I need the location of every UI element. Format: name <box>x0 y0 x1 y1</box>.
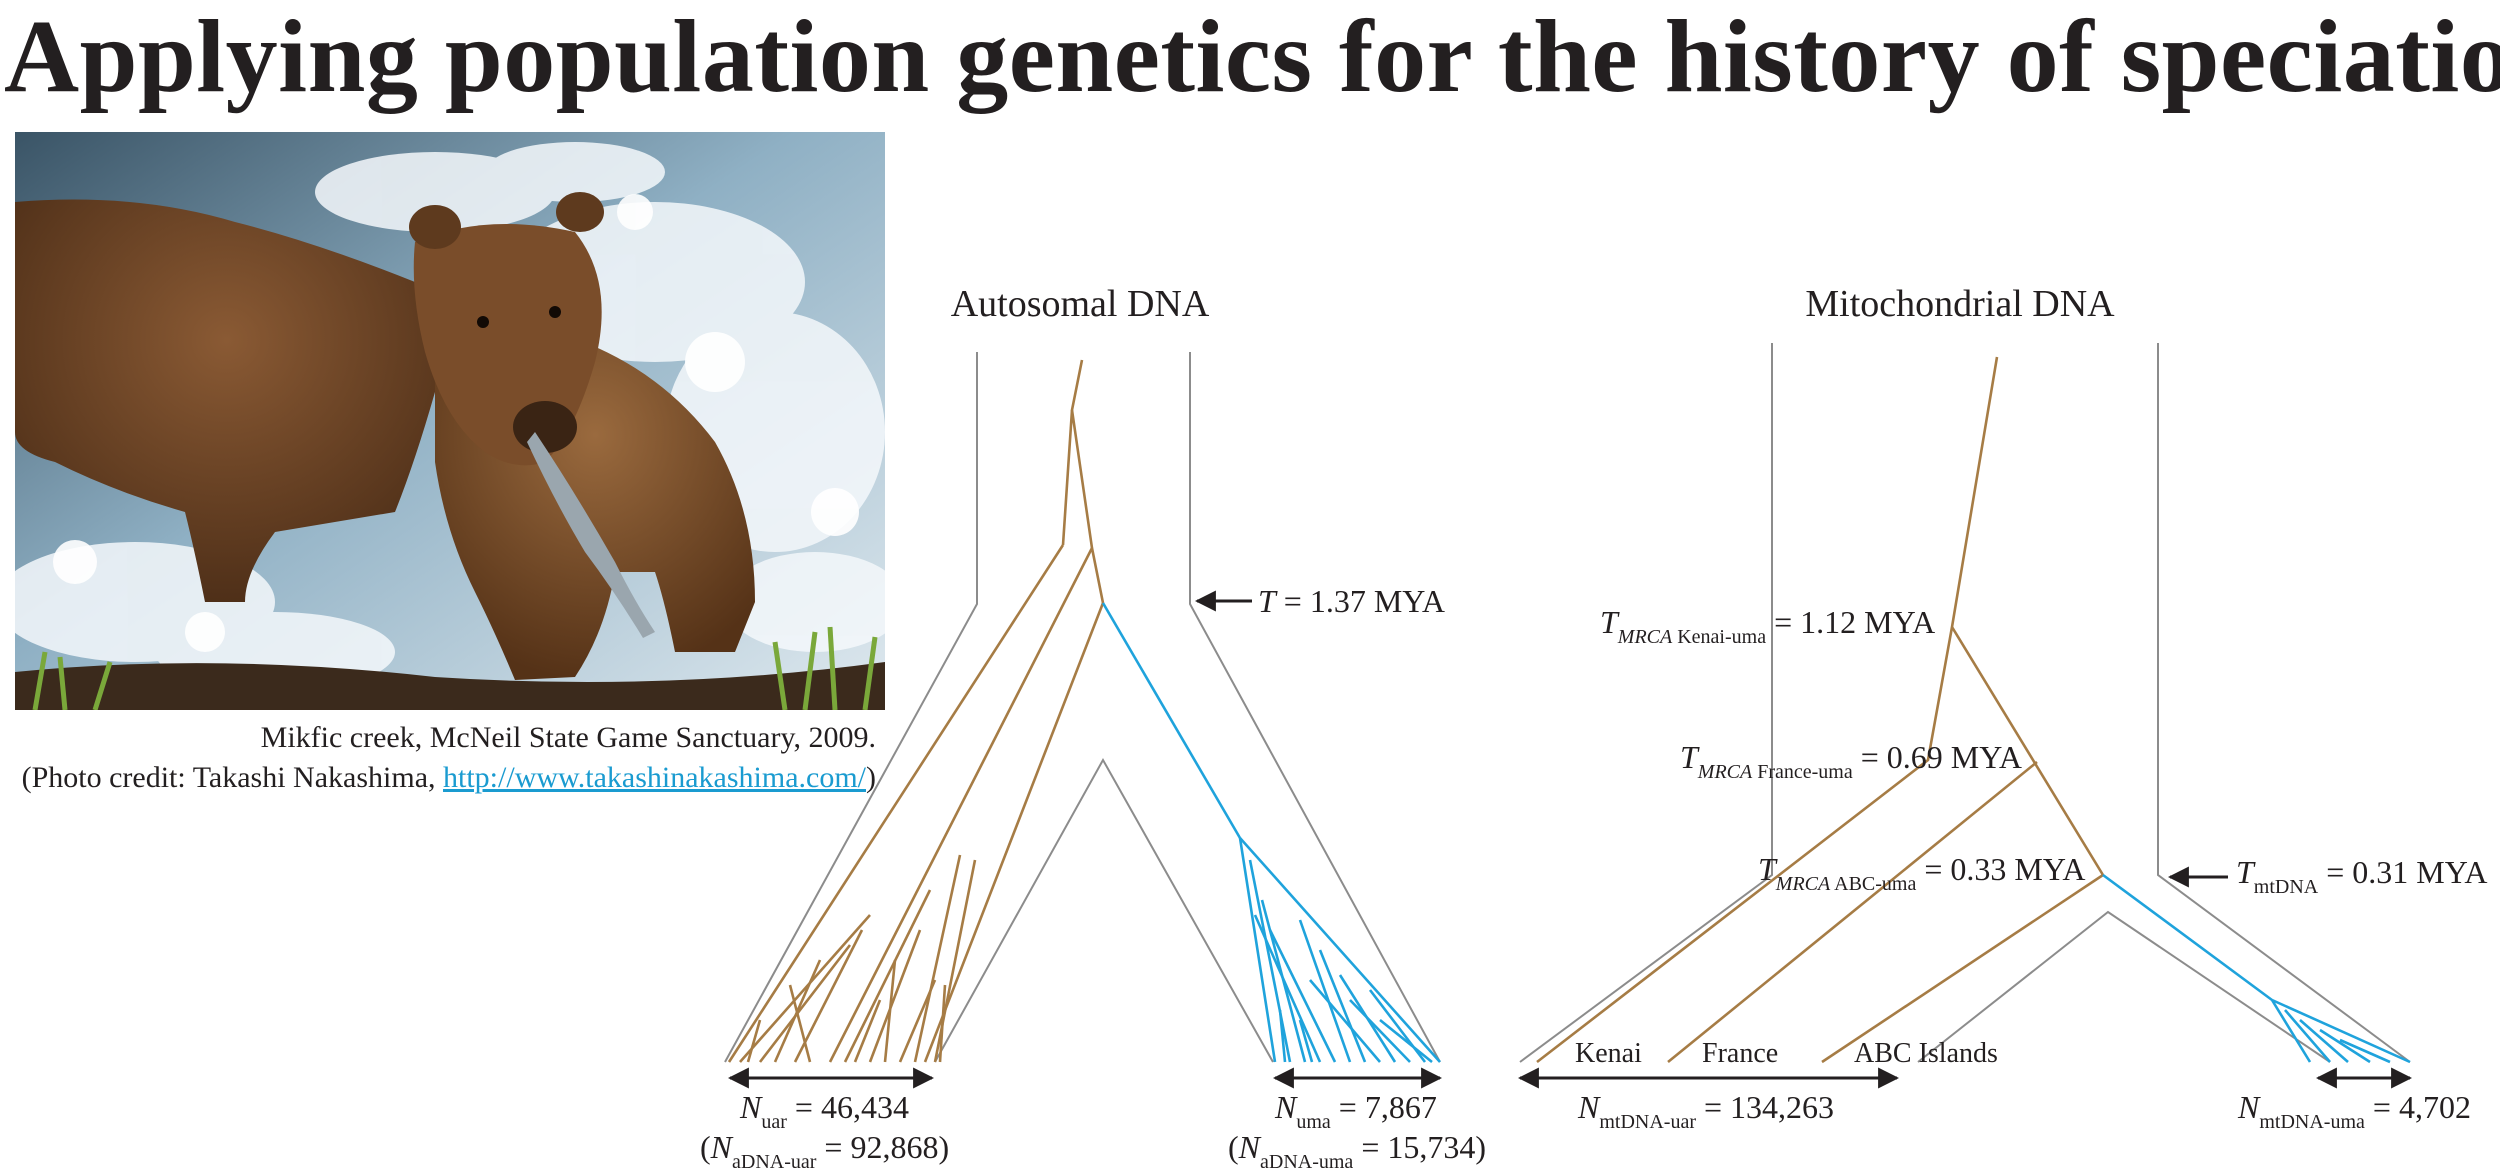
tmrca-kenai-label: TMRCA Kenai-uma = 1.12 MYA <box>1600 604 1935 648</box>
tip-kenai: Kenai <box>1575 1038 1642 1069</box>
tmrca-abc-label: TMRCA ABC-uma = 0.33 MYA <box>1758 851 2086 895</box>
credit-link[interactable]: http://www.takashinakashima.com/ <box>443 761 866 794</box>
n-uma-label: Numa = 7,867 <box>1274 1089 1437 1133</box>
autosomal-population-outline <box>724 352 1441 1063</box>
caption-line-1: Mikfic creek, McNeil State Game Sanctuar… <box>260 721 876 754</box>
n-mtdna-uma-label: NmtDNA-uma = 4,702 <box>2237 1089 2471 1133</box>
bear-photo <box>15 132 885 710</box>
caption-line-2: (Photo credit: Takashi Nakashima, http:/… <box>0 758 876 798</box>
split-time-label: T = 1.37 MYA <box>1258 583 1445 619</box>
n-adna-uar-label: (NaDNA-uar = 92,868) <box>700 1129 949 1173</box>
tip-abc-islands: ABC Islands <box>1854 1038 1998 1069</box>
tmtdna-label: TmtDNA = 0.31 MYA <box>2236 854 2487 898</box>
n-uar-label: Nuar = 46,434 <box>739 1089 909 1133</box>
page-title: Applying population genetics for the his… <box>4 0 2500 114</box>
mitochondrial-heading: Mitochondrial DNA <box>1805 283 2115 325</box>
autosomal-uma-lineages <box>1101 602 1441 1064</box>
tip-france: France <box>1702 1038 1778 1069</box>
autosomal-heading: Autosomal DNA <box>951 283 1210 325</box>
mito-uma-lineages <box>2102 873 2411 1064</box>
credit-prefix: (Photo credit: Takashi Nakashima, <box>21 761 444 794</box>
autosomal-uar-lineages <box>727 359 1105 1063</box>
n-mtdna-uar-label: NmtDNA-uar = 134,263 <box>1577 1089 1834 1133</box>
credit-suffix: ) <box>866 761 876 794</box>
mito-population-outline <box>1519 343 2411 1063</box>
photo-caption: Mikfic creek, McNeil State Game Sanctuar… <box>0 718 876 798</box>
mito-uar-lineages <box>1536 356 2105 1064</box>
tmrca-france-label: TMRCA France-uma = 0.69 MYA <box>1680 739 2022 783</box>
n-adna-uma-label: (NaDNA-uma = 15,734) <box>1228 1129 1486 1173</box>
